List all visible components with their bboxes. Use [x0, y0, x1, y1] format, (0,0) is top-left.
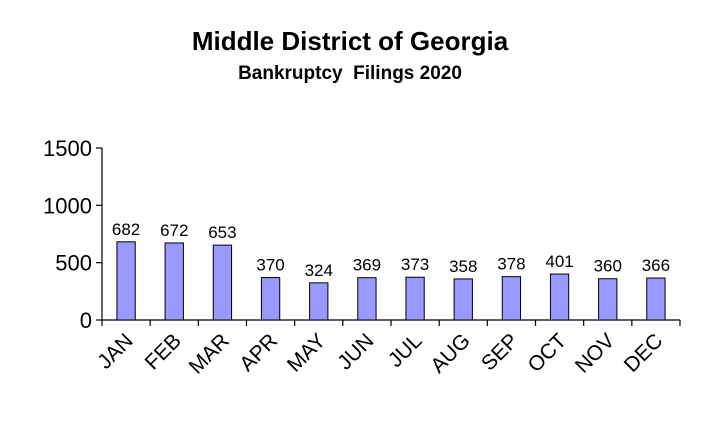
- x-tick-label: FEB: [141, 329, 186, 374]
- y-axis-ticks: 0 500 1000 1500: [43, 136, 102, 333]
- data-label: 401: [545, 252, 573, 271]
- y-tick-label: 0: [80, 308, 92, 333]
- bar-oct: [549, 273, 570, 321]
- data-label: 378: [497, 255, 525, 274]
- bar-dec: [646, 277, 666, 321]
- data-label: 370: [256, 256, 284, 275]
- bars: [116, 241, 666, 321]
- data-label: 366: [642, 256, 670, 275]
- data-label: 358: [449, 257, 477, 276]
- data-label: 369: [353, 256, 381, 275]
- bar-apr: [260, 277, 281, 321]
- data-label: 653: [208, 223, 236, 242]
- x-tick-label: JUL: [384, 329, 427, 372]
- x-tick-label: JUN: [333, 329, 378, 374]
- x-tick-label: MAY: [283, 329, 330, 376]
- bar-mar: [212, 244, 233, 321]
- bar-feb: [164, 242, 184, 321]
- bar-sep: [501, 276, 522, 321]
- data-label: 360: [594, 257, 622, 276]
- y-tick-label: 1000: [43, 193, 92, 218]
- x-tick-label: DEC: [620, 329, 668, 377]
- data-label: 324: [305, 261, 333, 280]
- x-tick-label: OCT: [524, 329, 572, 377]
- x-tick-label: APR: [235, 329, 282, 376]
- chart-subtitle: Bankruptcy Filings 2020: [238, 63, 462, 84]
- data-label: 373: [401, 255, 429, 274]
- bar-may: [309, 282, 329, 321]
- x-tick-label: AUG: [426, 329, 474, 377]
- data-labels: 682 672 653 370 324 369 373 358 378 401 360 366: [112, 220, 670, 280]
- data-label: 672: [160, 221, 188, 240]
- data-label: 682: [112, 220, 140, 239]
- y-tick-label: 500: [55, 251, 92, 276]
- x-tick-label: SEP: [477, 329, 523, 375]
- bar-jan: [116, 241, 136, 321]
- x-tick-label: NOV: [571, 329, 619, 377]
- x-tick-label: JAN: [93, 329, 137, 373]
- bar-aug: [453, 278, 473, 321]
- bar-jun: [357, 277, 377, 321]
- chart-axes: [101, 148, 680, 321]
- bar-jul: [405, 276, 425, 321]
- bar-nov: [598, 278, 618, 321]
- y-tick-label: 1500: [43, 136, 92, 161]
- x-tick-label: MAR: [185, 329, 234, 378]
- chart-title: Middle District of Georgia: [192, 26, 509, 56]
